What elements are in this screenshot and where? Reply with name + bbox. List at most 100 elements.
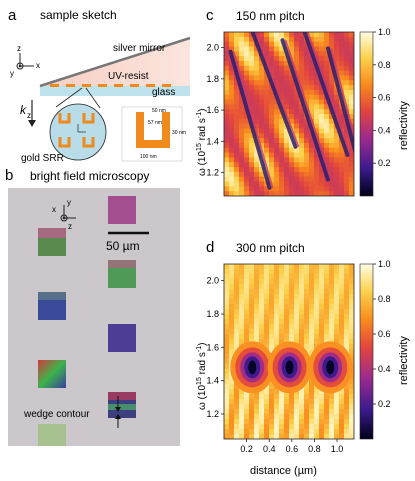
y-axis-label-d: ω (1015 rad s-1): [196, 343, 208, 410]
heatmap-d-cell: [299, 314, 305, 320]
heatmap-c-cell: [294, 56, 300, 62]
heatmap-c-cell: [229, 162, 235, 168]
heatmap-c-cell: [249, 171, 255, 178]
heatmap-d-cell: [234, 404, 240, 410]
heatmap-c-cell: [294, 147, 300, 153]
heatmap-c-cell: [224, 181, 230, 187]
heatmap-c-cell: [249, 75, 255, 81]
heatmap-d-cell: [294, 399, 300, 405]
heatmap-d-cell: [239, 424, 245, 430]
heatmap-c-cell: [229, 128, 235, 134]
panel-d: d 300 nm pitch 1.21.41.61.82.0 0.2 0.4 0.6…: [196, 239, 410, 477]
heatmap-c-cell: [309, 99, 315, 105]
heatmap-d-cell: [294, 409, 300, 415]
heatmap-d-cell: [274, 329, 280, 335]
heatmap-c-cell: [319, 114, 325, 120]
heatmap-d-cell: [344, 394, 350, 400]
heatmap-c-cell: [284, 99, 290, 105]
heatmap-c-cell: [299, 60, 305, 67]
heatmap-d-cell: [229, 394, 235, 400]
heatmap-d-cell: [289, 319, 295, 325]
heatmap-d-cell: [339, 284, 345, 290]
heatmap-c-cell: [234, 85, 240, 91]
heatmap-d-cell: [344, 304, 350, 310]
heatmap-d-cell: [289, 414, 295, 420]
heatmap-d-cell: [309, 304, 315, 310]
heatmap-d-cell: [254, 409, 260, 415]
heatmap-c-cell: [314, 109, 320, 115]
heatmap-c-band-edge: [306, 32, 352, 156]
heatmap-c-cell: [224, 32, 230, 38]
heatmap-d-cell: [274, 394, 280, 400]
heatmap-c-cell: [279, 51, 285, 57]
heatmap-d-cell: [289, 274, 295, 280]
heatmap-d-cell: [339, 294, 345, 300]
heatmap-d-cell: [329, 314, 335, 320]
y-tick-label: 1.2: [206, 409, 219, 419]
heatmap-c-cell: [229, 123, 235, 129]
heatmap-c-cell: [259, 142, 265, 149]
heatmap-d-cell: [284, 274, 290, 280]
heatmap-d-cell: [269, 399, 275, 405]
heatmap-d-cell: [334, 284, 340, 290]
wedge-contour-label: wedge contour: [23, 409, 90, 420]
heatmap-d-cell: [334, 264, 340, 270]
heatmap-c-cell: [339, 186, 345, 192]
heatmap-c-cell: [279, 56, 285, 62]
heatmap-d-cell: [319, 274, 325, 280]
heatmap-c-cell: [309, 80, 315, 86]
heatmap-d-cell: [254, 399, 260, 405]
heatmap-c-cell: [284, 167, 290, 173]
heatmap-d-cell: [239, 274, 245, 280]
heatmap-c-cell: [224, 41, 230, 47]
heatmap-d-cell: [289, 269, 295, 275]
heatmap-c-cell: [259, 109, 265, 115]
heatmap-c-cell: [249, 147, 255, 153]
heatmap-d-cell: [264, 299, 270, 305]
heatmap-c-cell: [264, 118, 270, 125]
heatmap-d-cell: [224, 424, 230, 430]
heatmap-c-cell: [249, 104, 255, 110]
heatmap-d-cell: [279, 419, 285, 425]
heatmap-d-cell: [314, 424, 320, 430]
heatmap-d-cell: [229, 304, 235, 310]
heatmap-d-cell: [244, 324, 250, 330]
heatmap-c-cell: [234, 123, 240, 129]
heatmap-c-cell: [334, 157, 340, 163]
heatmap-d-cell: [314, 299, 320, 305]
heatmap-d-cell: [249, 314, 255, 320]
heatmap-c-cell: [299, 138, 305, 144]
heatmap-d-cell: [269, 274, 275, 280]
heatmap-d-cell: [294, 279, 300, 285]
heatmap-c-cell: [224, 176, 230, 182]
heatmap-c-cell: [234, 56, 240, 62]
heatmap-d-cell: [239, 334, 245, 340]
heatmap-d-cell: [224, 304, 230, 310]
dim-label-4: 100 nm: [140, 154, 157, 160]
heatmap-c-cell: [249, 89, 255, 96]
heatmap-d-cell: [229, 339, 235, 345]
heatmap-d-cell: [244, 404, 250, 410]
kz-arrowhead: [28, 120, 36, 127]
heatmap-c-cell: [344, 181, 350, 187]
heatmap-c-cell: [254, 162, 260, 168]
heatmap-d-cell: [289, 299, 295, 305]
heatmap-c-cell: [229, 94, 235, 100]
heatmap-d-cell: [304, 434, 310, 439]
heatmap-d-cell: [279, 389, 285, 395]
heatmap-d-cell: [314, 404, 320, 410]
heatmap-d-cell: [274, 424, 280, 430]
heatmap-d-cell: [339, 394, 345, 400]
heatmap-c-cell: [264, 138, 270, 144]
heatmap-d-cell: [259, 394, 265, 400]
heatmap-c-cell: [254, 104, 260, 110]
heatmap-c-cell: [234, 51, 240, 57]
heatmap-d-cell: [249, 289, 255, 295]
heatmap-c-cell: [269, 186, 275, 192]
heatmap-c-cell: [334, 176, 340, 182]
heatmap-d-cell: [294, 324, 300, 330]
heatmap-c-cell: [279, 152, 285, 158]
heatmap-d-cell: [324, 424, 330, 430]
heatmap-d-cell: [284, 399, 290, 405]
